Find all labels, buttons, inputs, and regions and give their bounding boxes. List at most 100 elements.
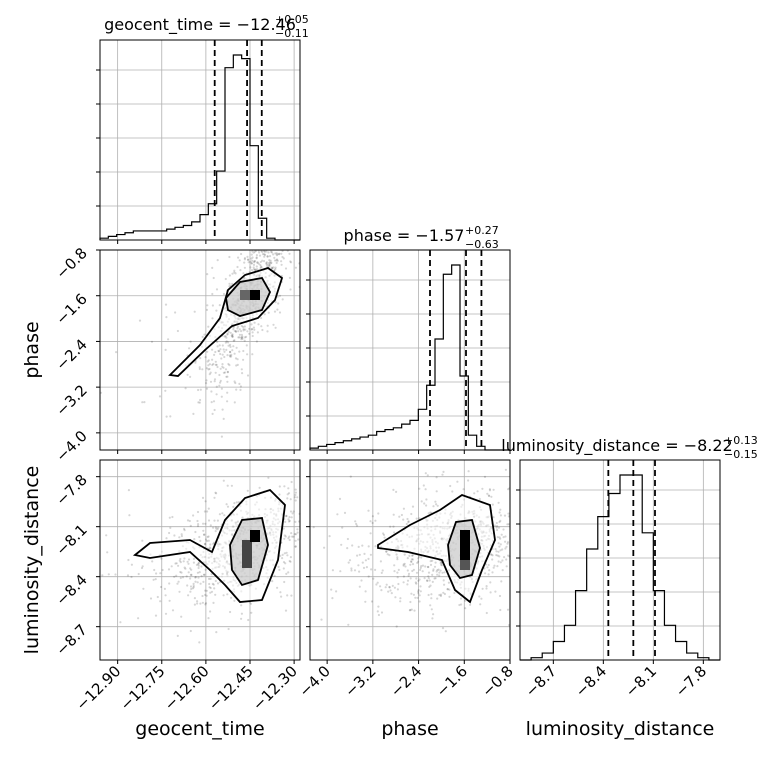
sample-point <box>278 252 281 255</box>
sample-point <box>456 480 459 483</box>
sample-point <box>224 368 228 371</box>
xtick-label-luminosity_distance: −8.7 <box>522 662 560 700</box>
sample-point <box>427 565 430 569</box>
sample-point <box>267 311 270 314</box>
sample-point <box>500 580 503 583</box>
sample-point <box>467 479 470 482</box>
sample-point <box>504 535 507 538</box>
sample-point <box>263 260 266 263</box>
sample-point <box>250 328 253 331</box>
density-peak <box>460 530 470 560</box>
sample-point <box>241 335 244 338</box>
xtick-label-phase: −3.2 <box>341 662 379 700</box>
sample-point <box>283 485 286 488</box>
sample-point <box>292 510 295 513</box>
ytick-label-phase: −2.4 <box>52 336 90 374</box>
sample-point <box>429 584 432 587</box>
sample-point <box>391 584 394 588</box>
sample-point <box>255 257 258 260</box>
sample-point <box>415 582 418 585</box>
sample-point <box>207 368 210 371</box>
sample-point <box>238 259 241 262</box>
sample-point <box>222 348 225 351</box>
sample-point <box>197 566 200 570</box>
sample-point <box>235 364 238 367</box>
sample-point <box>320 618 323 621</box>
ytick-label-luminosity_distance: −8.4 <box>52 571 90 609</box>
sample-point <box>388 585 391 589</box>
sample-point <box>232 345 235 348</box>
sample-point <box>374 519 377 522</box>
sample-point <box>101 574 104 577</box>
sample-point <box>214 530 217 533</box>
sample-point <box>499 543 502 546</box>
sample-point <box>469 603 472 606</box>
sample-point <box>402 563 405 566</box>
sample-point <box>495 550 498 553</box>
sample-point <box>214 363 217 366</box>
sample-point <box>199 582 202 585</box>
sample-point <box>284 535 287 538</box>
sample-point <box>439 594 442 598</box>
sample-point <box>244 328 247 331</box>
title-geocent-time: geocent_time = −12.46 <box>104 15 296 35</box>
sample-point <box>187 594 190 597</box>
sample-point <box>219 379 222 382</box>
sample-point <box>427 512 430 515</box>
sample-point <box>451 490 454 493</box>
sample-point <box>192 584 195 588</box>
sample-point <box>222 594 225 597</box>
sample-point <box>430 593 433 596</box>
sample-point <box>420 500 423 503</box>
sample-point <box>175 562 178 565</box>
sample-point <box>212 601 215 605</box>
sample-point <box>119 621 122 624</box>
sample-point <box>266 264 269 267</box>
sample-point <box>240 336 244 339</box>
sample-point <box>406 517 409 521</box>
sample-point <box>495 521 498 525</box>
sample-point <box>419 590 422 593</box>
sample-point <box>251 331 254 334</box>
sample-point <box>221 363 224 366</box>
sample-point <box>433 577 436 580</box>
sample-point <box>268 264 271 267</box>
sample-point <box>202 522 205 525</box>
sample-point <box>164 348 167 351</box>
density-peak <box>240 290 250 300</box>
sample-point <box>380 571 383 575</box>
sample-point <box>499 508 502 511</box>
sample-point <box>434 577 437 580</box>
sample-point <box>351 544 354 547</box>
sample-point <box>239 269 242 272</box>
sample-point <box>427 575 430 578</box>
sample-point <box>224 341 227 344</box>
sample-point <box>263 253 267 257</box>
sample-point <box>436 569 439 572</box>
sample-point <box>269 259 272 262</box>
sample-point <box>256 331 259 334</box>
sample-point <box>489 581 492 584</box>
sample-point <box>271 267 274 270</box>
sample-point <box>384 586 387 589</box>
sample-point <box>376 581 379 584</box>
sample-point <box>240 330 243 333</box>
sample-point <box>165 415 168 418</box>
sample-point <box>435 490 438 493</box>
sample-point <box>500 533 503 536</box>
ylabel-phase: phase <box>21 321 43 378</box>
sample-point <box>196 519 199 523</box>
sample-point <box>233 380 236 383</box>
sample-point <box>419 566 422 570</box>
sample-point <box>218 373 221 377</box>
sample-point <box>186 373 189 376</box>
sample-point <box>197 564 200 567</box>
sample-point <box>215 288 219 291</box>
sample-point <box>188 519 191 523</box>
sample-point <box>285 551 288 554</box>
sample-point <box>207 535 210 538</box>
sample-point <box>263 250 266 253</box>
sample-point <box>259 260 262 264</box>
sample-point <box>291 512 294 515</box>
